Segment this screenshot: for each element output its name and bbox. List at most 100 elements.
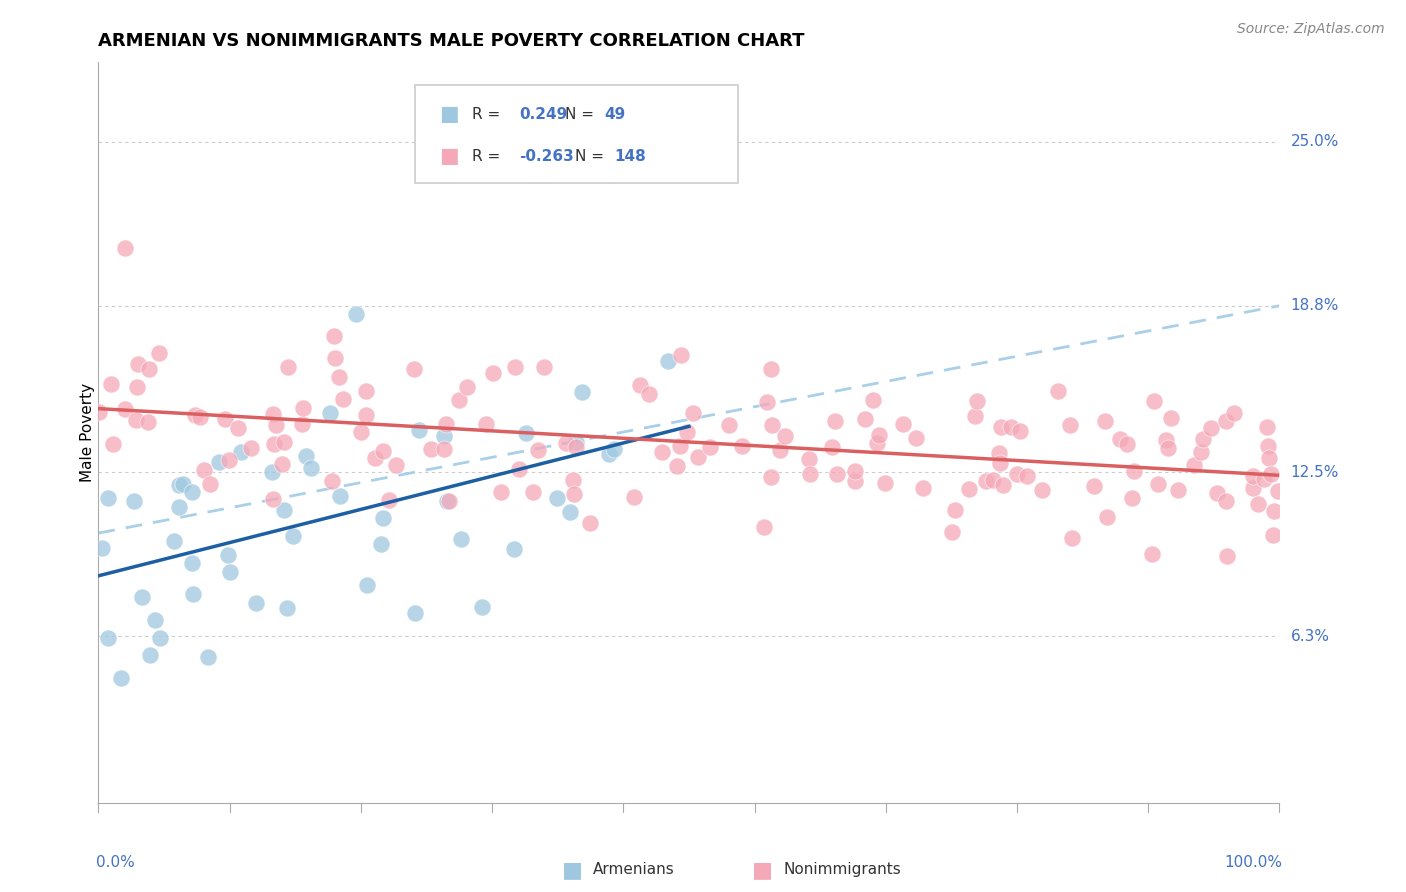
- Point: [321, 475, 343, 489]
- Point: [987, 446, 1010, 460]
- Point: [508, 462, 530, 476]
- Point: [1256, 419, 1278, 434]
- Point: [127, 357, 149, 371]
- Point: [675, 425, 697, 440]
- Point: [439, 493, 461, 508]
- Point: [491, 484, 513, 499]
- Point: [1083, 479, 1105, 493]
- Point: [318, 406, 340, 420]
- Point: [773, 429, 796, 443]
- Point: [239, 441, 262, 455]
- Point: [1157, 441, 1180, 455]
- Point: [262, 491, 284, 506]
- Point: [114, 240, 136, 255]
- Point: [1267, 484, 1289, 499]
- Point: [291, 417, 314, 432]
- Point: [447, 392, 470, 407]
- Text: R =: R =: [472, 107, 506, 121]
- Point: [862, 392, 884, 407]
- Point: [114, 401, 136, 416]
- Point: [1010, 424, 1032, 438]
- Point: [686, 450, 709, 464]
- Point: [100, 377, 122, 392]
- Point: [260, 465, 283, 479]
- Point: [945, 503, 967, 517]
- Point: [433, 442, 456, 456]
- Point: [131, 590, 153, 604]
- Point: [671, 348, 693, 362]
- Point: [1154, 433, 1177, 447]
- Point: [292, 401, 315, 415]
- Point: [1122, 464, 1144, 478]
- Point: [1143, 394, 1166, 409]
- Point: [148, 346, 170, 360]
- Point: [97, 491, 120, 505]
- Point: [138, 648, 160, 663]
- Point: [1031, 483, 1053, 498]
- Text: 0.0%: 0.0%: [96, 855, 135, 870]
- Point: [1189, 444, 1212, 458]
- Point: [273, 434, 295, 449]
- Point: [502, 541, 524, 556]
- Text: ■: ■: [752, 860, 773, 880]
- Point: [651, 445, 673, 459]
- Point: [522, 484, 544, 499]
- Point: [434, 417, 457, 431]
- Point: [90, 541, 112, 555]
- Text: 148: 148: [614, 149, 647, 163]
- Point: [974, 474, 997, 488]
- Point: [471, 599, 494, 614]
- Text: ■: ■: [439, 104, 458, 124]
- Point: [328, 370, 350, 384]
- Point: [323, 329, 346, 343]
- Point: [904, 431, 927, 445]
- Point: [172, 476, 194, 491]
- Point: [420, 442, 443, 456]
- Point: [149, 631, 172, 645]
- Point: [1140, 547, 1163, 561]
- Point: [731, 439, 754, 453]
- Point: [404, 606, 426, 620]
- Point: [1253, 472, 1275, 486]
- Text: Source: ZipAtlas.com: Source: ZipAtlas.com: [1237, 22, 1385, 37]
- Point: [628, 377, 651, 392]
- Point: [97, 631, 120, 645]
- Point: [1094, 414, 1116, 428]
- Text: 6.3%: 6.3%: [1291, 629, 1330, 644]
- Point: [402, 362, 425, 376]
- Text: 49: 49: [605, 107, 626, 121]
- Point: [349, 425, 371, 439]
- Point: [197, 649, 219, 664]
- Point: [294, 449, 316, 463]
- Point: [125, 413, 148, 427]
- Point: [125, 380, 148, 394]
- Point: [1257, 450, 1279, 465]
- Point: [797, 451, 820, 466]
- Point: [844, 464, 866, 478]
- Point: [912, 481, 935, 495]
- Point: [143, 613, 166, 627]
- Point: [263, 437, 285, 451]
- Point: [110, 671, 132, 685]
- Point: [101, 437, 124, 451]
- Point: [198, 477, 221, 491]
- Point: [1046, 384, 1069, 398]
- Point: [562, 487, 585, 501]
- Point: [759, 361, 782, 376]
- Point: [482, 367, 505, 381]
- Point: [218, 452, 240, 467]
- Point: [1007, 467, 1029, 482]
- Point: [1260, 467, 1282, 481]
- Point: [188, 410, 211, 425]
- Point: [718, 417, 741, 432]
- Y-axis label: Male Poverty: Male Poverty: [80, 383, 94, 483]
- Point: [136, 415, 159, 429]
- Point: [1121, 491, 1143, 505]
- Point: [181, 557, 204, 571]
- Point: [515, 426, 537, 441]
- Point: [1263, 504, 1285, 518]
- Point: [638, 387, 661, 401]
- Text: ■: ■: [562, 860, 583, 880]
- Point: [385, 458, 408, 472]
- Point: [344, 307, 367, 321]
